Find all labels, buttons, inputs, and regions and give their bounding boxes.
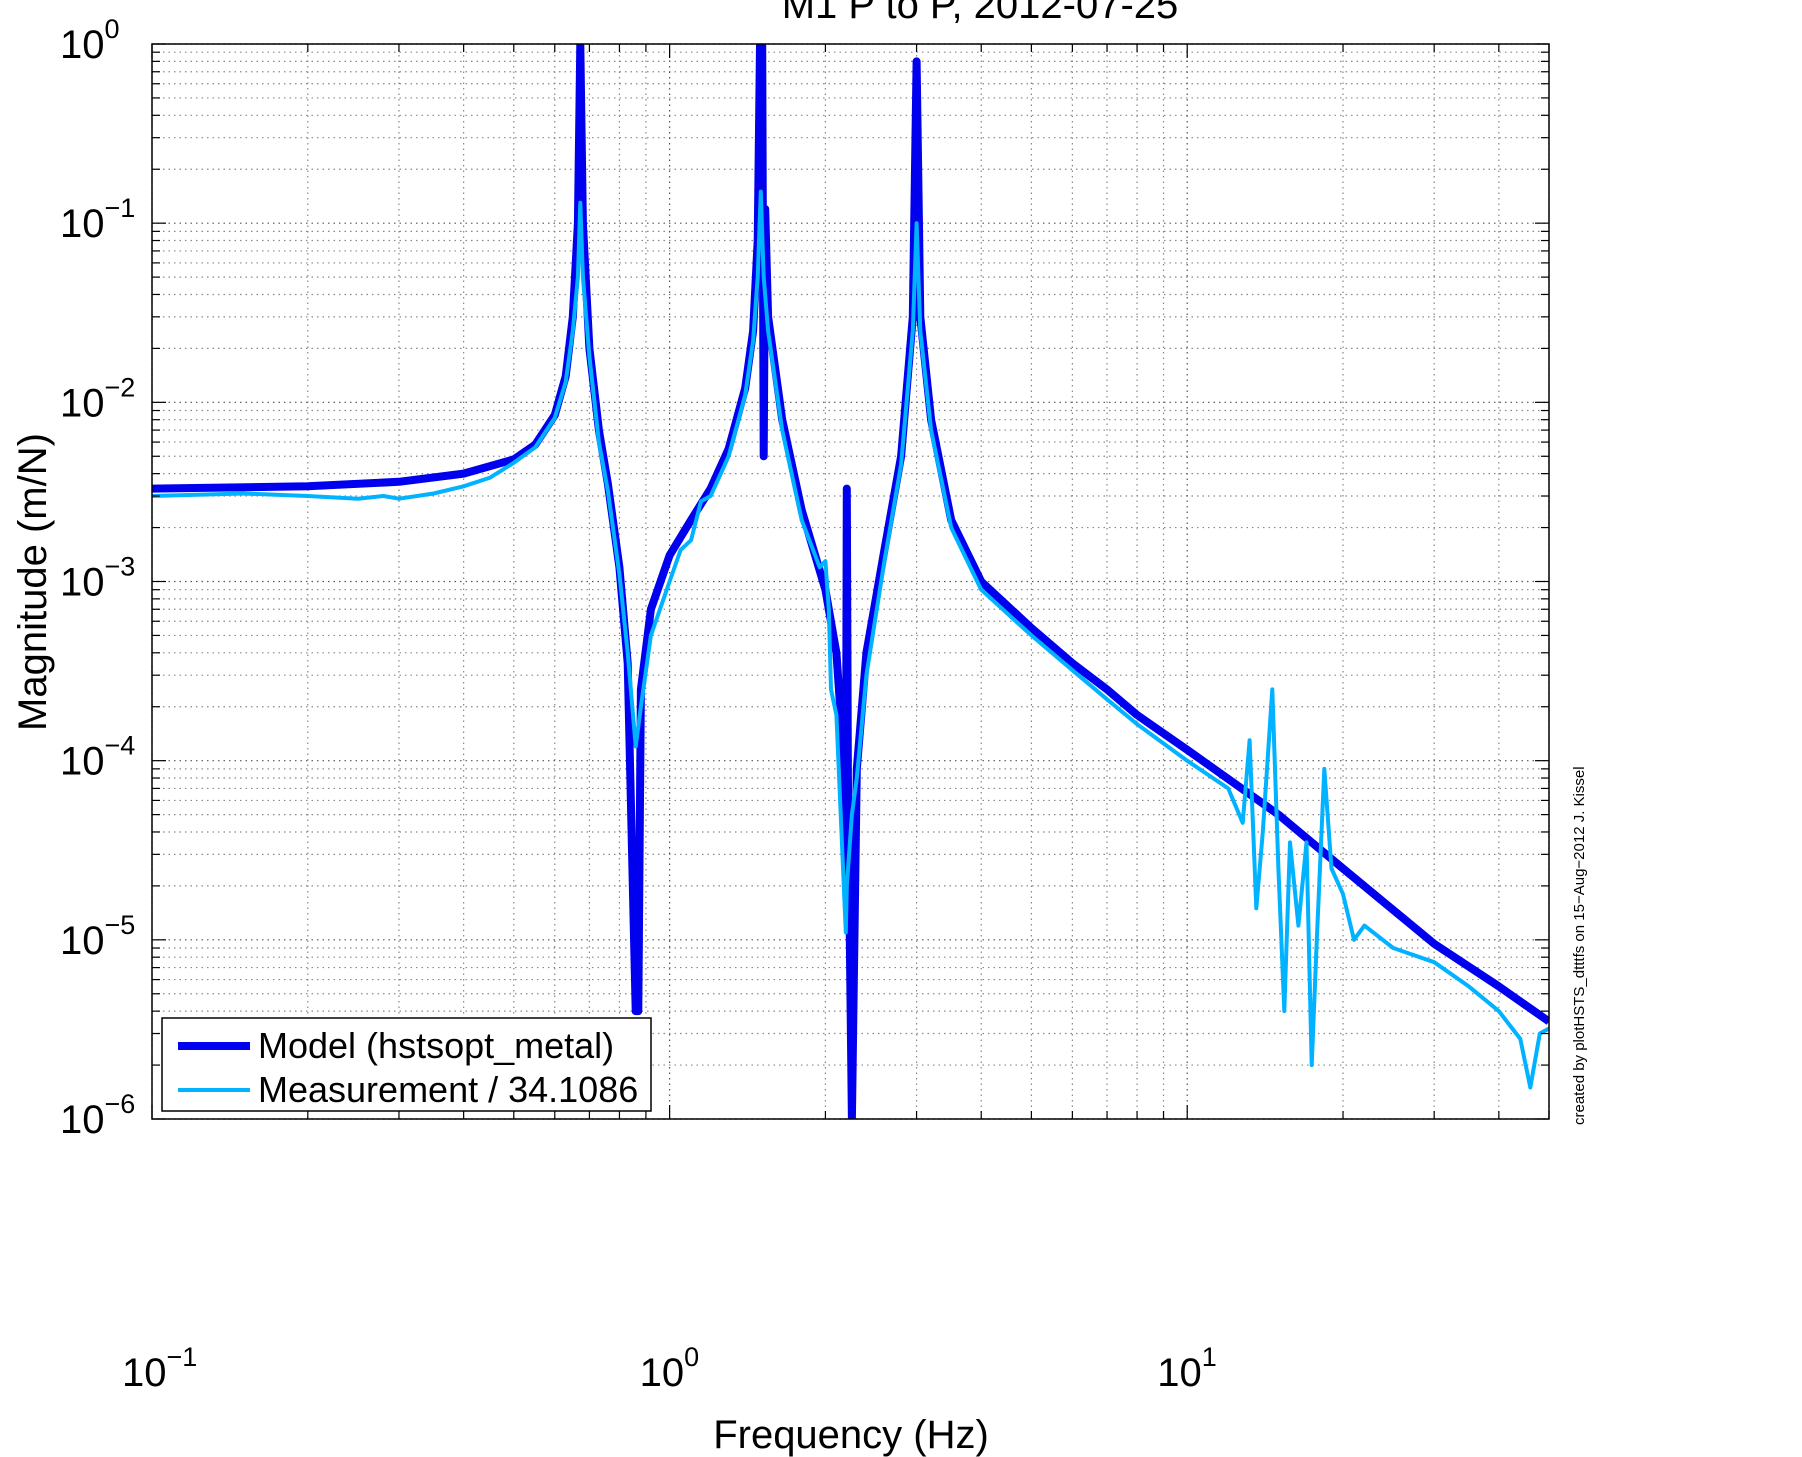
y-tick-label: 100 bbox=[60, 14, 120, 67]
x-tick-label: 10−1 bbox=[122, 1342, 197, 1395]
legend-label-model: Model (hstsopt_metal) bbox=[258, 1025, 614, 1066]
legend-label-measurement: Measurement / 34.1086 bbox=[258, 1069, 638, 1110]
y-tick-label: 10−5 bbox=[60, 910, 135, 963]
y-tick-label: 10−6 bbox=[60, 1089, 135, 1142]
credit-annotation: created by plotHSTS_dtttfs on 15−Aug−201… bbox=[1571, 766, 1588, 1125]
y-tick-label: 10−3 bbox=[60, 552, 135, 605]
chart-title: M1 P to P, 2012-07-25 bbox=[782, 0, 1179, 27]
y-tick-label: 10−2 bbox=[60, 372, 135, 425]
y-tick-labels: 100 10−1 10−2 10−3 10−4 10−5 10−6 bbox=[60, 14, 135, 1142]
y-tick-label: 10−1 bbox=[60, 193, 135, 246]
x-tick-label: 101 bbox=[1157, 1342, 1217, 1395]
tick-marks bbox=[151, 43, 1550, 1120]
x-tick-labels: 10−1 100 101 bbox=[122, 1342, 1217, 1395]
legend-box bbox=[161, 1017, 652, 1112]
legend: Model (hstsopt_metal) Measurement / 34.1… bbox=[161, 1017, 652, 1112]
x-tick-label: 100 bbox=[640, 1342, 700, 1395]
x-axis-label: Frequency (Hz) bbox=[713, 1413, 989, 1457]
y-axis-label: Magnitude (m/N) bbox=[11, 433, 55, 731]
y-tick-label: 10−4 bbox=[60, 731, 135, 784]
series-measurement-line bbox=[152, 189, 1549, 1090]
series-layer bbox=[152, 44, 1549, 1119]
series-model-line bbox=[152, 44, 1549, 1119]
